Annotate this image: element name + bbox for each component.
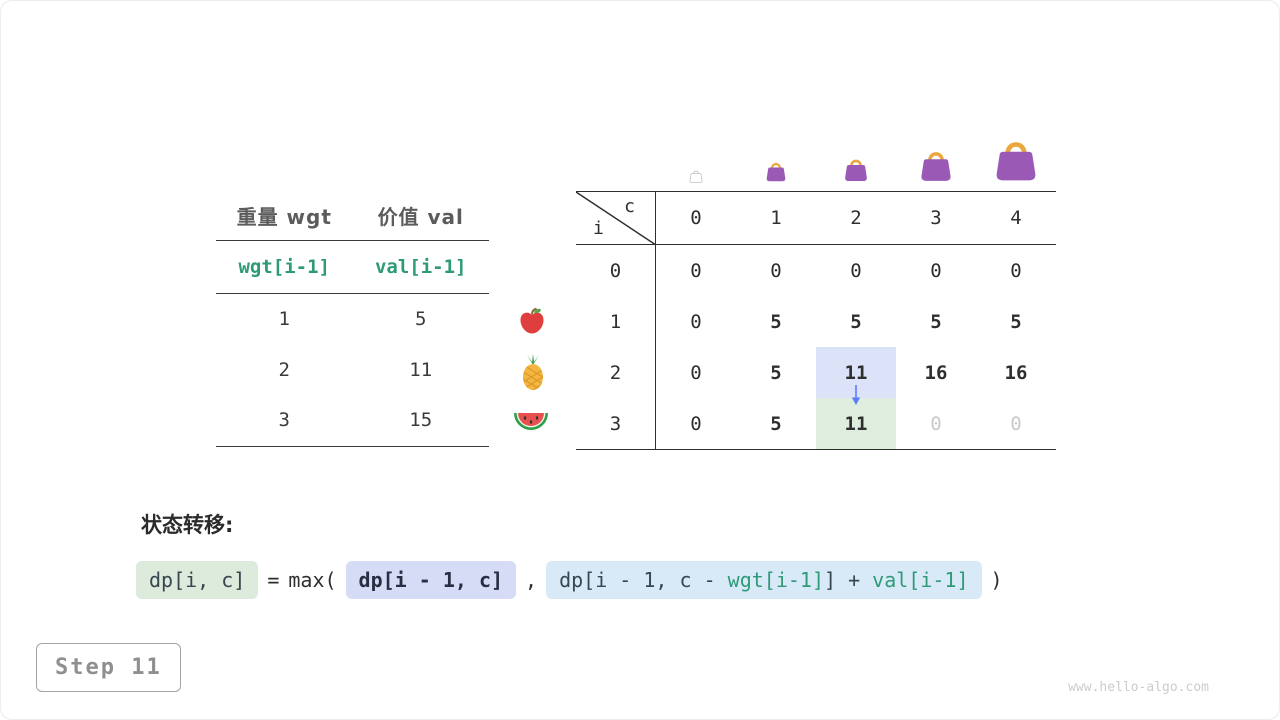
dp-cell-3-4: 0 bbox=[1010, 412, 1022, 435]
watermark: www.hello-algo.com bbox=[1068, 680, 1209, 695]
dp-col-header-4: 4 bbox=[1010, 207, 1022, 229]
dp-cell-3-1: 5 bbox=[770, 412, 782, 435]
dp-cell-3-2-current-highlight: 11 bbox=[816, 398, 896, 449]
items-table-header: 重量 wgt 价值 val bbox=[216, 191, 489, 241]
dp-cell-1-4: 5 bbox=[1010, 310, 1022, 333]
item-1-weight: 1 bbox=[278, 308, 290, 331]
value-header: 价值 val bbox=[377, 205, 464, 229]
val-expression: val[i-1] bbox=[374, 256, 467, 278]
paren-close: ) bbox=[990, 568, 1003, 592]
dp-row-0-label: 0 bbox=[576, 245, 656, 296]
dp-cell-1-1: 5 bbox=[770, 310, 782, 333]
wgt-expression: wgt[i-1] bbox=[238, 256, 330, 278]
equals-sign: = bbox=[267, 568, 280, 592]
max-function-open: max( bbox=[288, 568, 337, 592]
dp-col-header-3: 3 bbox=[930, 207, 942, 229]
dp-cell-0-4: 0 bbox=[1010, 259, 1022, 282]
dp-row-3: 3 0 5 11 0 0 bbox=[576, 398, 1056, 449]
step-label: Step 11 bbox=[55, 655, 162, 680]
dp-cell-3-0: 0 bbox=[690, 412, 702, 435]
dp-cell-0-0: 0 bbox=[690, 259, 702, 282]
dp-table: c i 0 1 2 3 4 0 0 0 0 0 0 1 0 5 5 5 5 2 bbox=[576, 191, 1056, 450]
items-table-formula-row: wgt[i-1] val[i-1] bbox=[216, 241, 489, 294]
pineapple-icon bbox=[523, 354, 543, 390]
dp-row-0: 0 0 0 0 0 0 bbox=[576, 245, 1056, 296]
item-3-value: 15 bbox=[409, 409, 433, 432]
dp-col-header-1: 1 bbox=[770, 207, 782, 229]
dp-row-2-label: 2 bbox=[576, 347, 656, 398]
transition-label: 状态转移: bbox=[141, 513, 234, 537]
bag-small-icon bbox=[766, 162, 786, 182]
item-3-weight: 3 bbox=[278, 409, 290, 432]
option2-val-term: val[i-1] bbox=[872, 568, 969, 592]
dp-cell-2-1: 5 bbox=[770, 361, 782, 384]
col-axis-label: c bbox=[624, 196, 635, 217]
weight-header: 重量 wgt bbox=[236, 205, 332, 229]
dp-corner-cell: c i bbox=[576, 192, 656, 245]
bag-large-icon bbox=[921, 152, 951, 181]
option2-part1: dp[i - 1, c - bbox=[559, 568, 728, 592]
item-1-value: 5 bbox=[415, 308, 427, 331]
items-table: 重量 wgt 价值 val wgt[i-1] val[i-1] 1 5 2 11… bbox=[216, 191, 489, 447]
formula-lhs: dp[i, c] bbox=[136, 561, 259, 599]
apple-icon bbox=[520, 307, 544, 334]
transition-arrow-icon bbox=[851, 385, 861, 405]
diagonal-divider bbox=[576, 192, 656, 245]
dp-cell-1-0: 0 bbox=[690, 310, 702, 333]
item-2-value: 11 bbox=[409, 358, 433, 381]
item-2-weight: 2 bbox=[278, 358, 290, 381]
formula-option1: dp[i - 1, c] bbox=[345, 561, 517, 599]
option2-wgt-term: wgt[i-1] bbox=[727, 568, 824, 592]
dp-cell-2-3: 16 bbox=[924, 361, 948, 384]
comma-separator: , bbox=[525, 568, 538, 592]
dp-cell-0-1: 0 bbox=[770, 259, 782, 282]
dp-col-header-2: 2 bbox=[850, 207, 862, 229]
dp-row-1-label: 1 bbox=[576, 296, 656, 347]
bag-ghost-icon bbox=[689, 170, 703, 183]
item-row-1: 1 5 bbox=[216, 294, 489, 345]
bag-medium-icon bbox=[845, 159, 867, 182]
item-row-3: 3 15 bbox=[216, 395, 489, 446]
dp-col-header-0: 0 bbox=[690, 207, 702, 229]
dp-header-row: c i 0 1 2 3 4 bbox=[576, 192, 1056, 245]
dp-cell-0-2: 0 bbox=[850, 259, 862, 282]
dp-cell-3-3: 0 bbox=[930, 412, 942, 435]
dp-cell-2-4: 16 bbox=[1004, 361, 1028, 384]
dp-row-1: 1 0 5 5 5 5 bbox=[576, 296, 1056, 347]
watermelon-icon bbox=[514, 413, 548, 430]
option2-part3: ] + bbox=[824, 568, 873, 592]
bag-xlarge-icon bbox=[996, 142, 1036, 181]
row-axis-label: i bbox=[593, 218, 604, 239]
item-row-2: 2 11 bbox=[216, 345, 489, 396]
dp-cell-1-3: 5 bbox=[930, 310, 942, 333]
dp-cell-0-3: 0 bbox=[930, 259, 942, 282]
formula-option2: dp[i - 1, c - wgt[i-1]] + val[i-1] bbox=[546, 561, 982, 599]
dp-cell-2-0: 0 bbox=[690, 361, 702, 384]
dp-cell-1-2: 5 bbox=[850, 310, 862, 333]
dp-row-3-label: 3 bbox=[576, 398, 656, 449]
step-indicator: Step 11 bbox=[36, 643, 181, 692]
dp-row-2: 2 0 5 11 16 16 bbox=[576, 347, 1056, 398]
transition-formula: dp[i, c] = max( dp[i - 1, c] , dp[i - 1,… bbox=[136, 561, 1003, 599]
